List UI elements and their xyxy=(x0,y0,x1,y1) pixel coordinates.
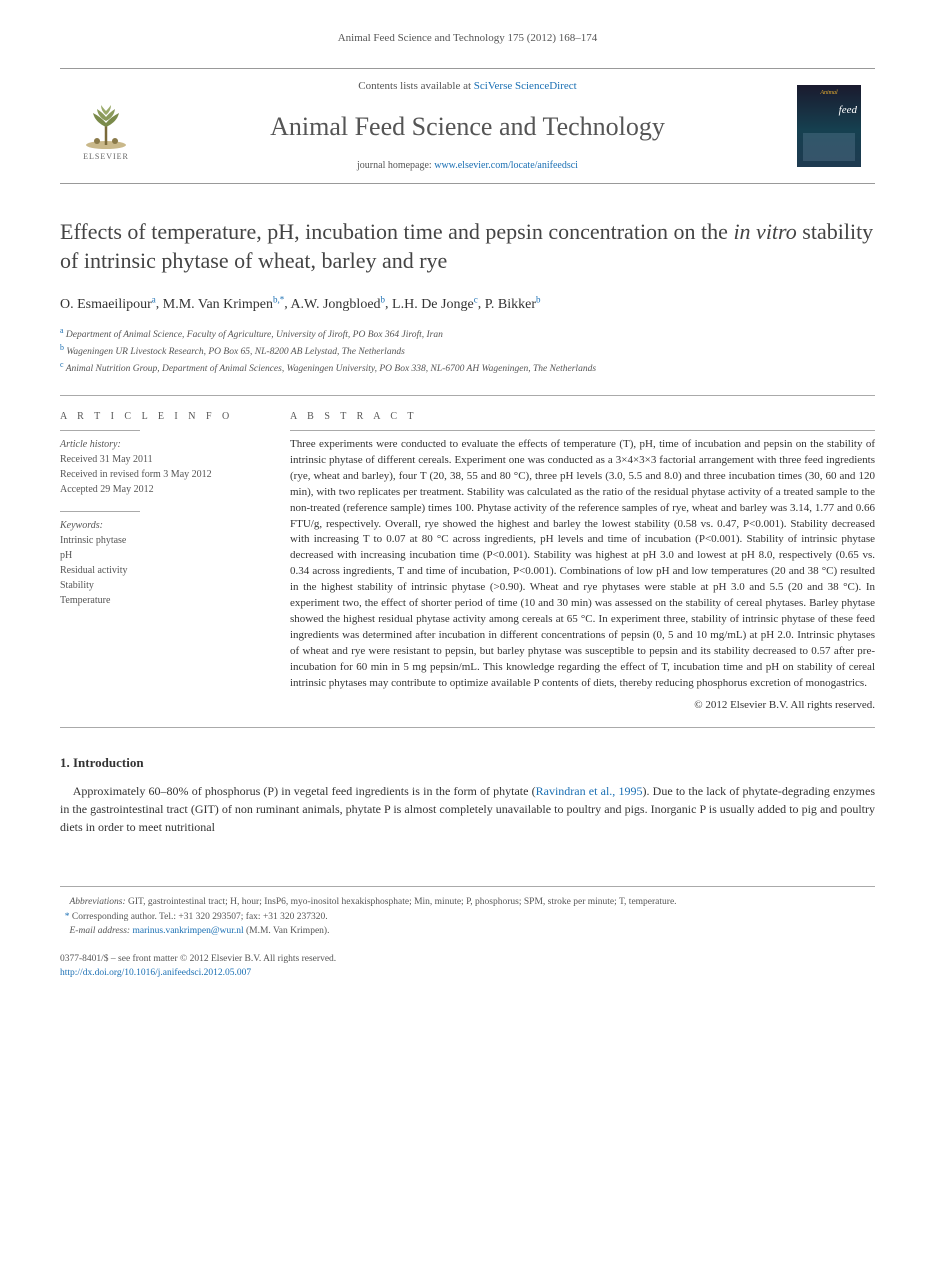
homepage-prefix: journal homepage: xyxy=(357,160,434,171)
email-line: E-mail address: marinus.vankrimpen@wur.n… xyxy=(60,924,875,938)
title-pre: Effects of temperature, pH, incubation t… xyxy=(60,219,733,244)
elsevier-logo: ELSEVIER xyxy=(74,90,138,162)
elsevier-tree-icon xyxy=(79,97,133,151)
article-history-block: Article history: Received 31 May 2011 Re… xyxy=(60,437,260,497)
divider xyxy=(290,430,875,431)
masthead-center: Contents lists available at SciVerse Sci… xyxy=(152,79,783,173)
citation-text: Animal Feed Science and Technology 175 (… xyxy=(338,32,598,44)
history-item: Received 31 May 2011 xyxy=(60,452,260,467)
keywords-label: Keywords: xyxy=(60,518,260,533)
intro-paragraph: Approximately 60–80% of phosphorus (P) i… xyxy=(60,782,875,836)
corresponding-author-line: * Corresponding author. Tel.: +31 320 29… xyxy=(60,910,875,924)
citation-link[interactable]: Ravindran et al., 1995 xyxy=(536,784,643,798)
keyword: Intrinsic phytase xyxy=(60,533,260,548)
article-title: Effects of temperature, pH, incubation t… xyxy=(60,218,875,275)
footnotes-block: Abbreviations: GIT, gastrointestinal tra… xyxy=(60,886,875,938)
cover-brand: Animal xyxy=(797,89,861,97)
contents-available-line: Contents lists available at SciVerse Sci… xyxy=(152,79,783,94)
doi-link[interactable]: http://dx.doi.org/10.1016/j.anifeedsci.2… xyxy=(60,966,875,980)
keyword: Residual activity xyxy=(60,563,260,578)
meta-abstract-row: A R T I C L E I N F O Article history: R… xyxy=(60,410,875,713)
divider xyxy=(60,430,140,431)
abbrev-label: Abbreviations: xyxy=(70,897,126,907)
intro-text-pre: Approximately 60–80% of phosphorus (P) i… xyxy=(73,784,536,798)
author: P. Bikkerb xyxy=(485,297,541,312)
article-info-heading: A R T I C L E I N F O xyxy=(60,410,260,424)
abbreviations-line: Abbreviations: GIT, gastrointestinal tra… xyxy=(60,895,875,909)
footer-block: 0377-8401/$ – see front matter © 2012 El… xyxy=(60,952,875,981)
star-icon: * xyxy=(65,912,70,922)
keyword: pH xyxy=(60,548,260,563)
history-label: Article history: xyxy=(60,437,260,452)
affiliation-list: a Department of Animal Science, Faculty … xyxy=(60,325,875,377)
divider xyxy=(60,395,875,396)
email-link[interactable]: marinus.vankrimpen@wur.nl xyxy=(132,926,243,936)
homepage-link[interactable]: www.elsevier.com/locate/anifeedsci xyxy=(434,160,578,171)
author: O. Esmaeilipoura xyxy=(60,297,156,312)
journal-cover-thumbnail: Animal feed xyxy=(797,85,861,167)
email-person: (M.M. Van Krimpen). xyxy=(244,926,330,936)
history-item: Accepted 29 May 2012 xyxy=(60,482,260,497)
abbrev-text: GIT, gastrointestinal tract; H, hour; In… xyxy=(126,897,677,907)
affiliation: a Department of Animal Science, Faculty … xyxy=(60,325,875,342)
article-info-column: A R T I C L E I N F O Article history: R… xyxy=(60,410,260,713)
keyword: Stability xyxy=(60,578,260,593)
journal-homepage-line: journal homepage: www.elsevier.com/locat… xyxy=(152,159,783,173)
keyword: Temperature xyxy=(60,593,260,608)
journal-title: Animal Feed Science and Technology xyxy=(152,109,783,145)
sciencedirect-link[interactable]: SciVerse ScienceDirect xyxy=(474,80,577,92)
corr-label: Corresponding author. Tel.: +31 320 2935… xyxy=(72,912,328,922)
copyright-line: © 2012 Elsevier B.V. All rights reserved… xyxy=(290,698,875,713)
affiliation: c Animal Nutrition Group, Department of … xyxy=(60,359,875,376)
elsevier-label: ELSEVIER xyxy=(83,151,129,162)
journal-masthead: ELSEVIER Contents lists available at Sci… xyxy=(60,68,875,184)
abstract-text: Three experiments were conducted to eval… xyxy=(290,437,875,692)
section-heading-introduction: 1. Introduction xyxy=(60,754,875,772)
author: M.M. Van Krimpenb,* xyxy=(163,297,284,312)
issn-line: 0377-8401/$ – see front matter © 2012 El… xyxy=(60,952,875,966)
author: L.H. De Jongec xyxy=(392,297,478,312)
contents-prefix: Contents lists available at xyxy=(358,80,473,92)
keywords-block: Keywords: Intrinsic phytase pH Residual … xyxy=(60,518,260,608)
cover-word: feed xyxy=(839,103,857,118)
affiliation: b Wageningen UR Livestock Research, PO B… xyxy=(60,342,875,359)
article-body: Effects of temperature, pH, incubation t… xyxy=(60,218,875,980)
author-list: O. Esmaeilipoura, M.M. Van Krimpenb,*, A… xyxy=(60,293,875,314)
abstract-heading: A B S T R A C T xyxy=(290,410,875,424)
history-item: Received in revised form 3 May 2012 xyxy=(60,467,260,482)
title-italic: in vitro xyxy=(733,219,796,244)
author: A.W. Jongbloedb xyxy=(290,297,385,312)
divider xyxy=(60,511,140,512)
abstract-column: A B S T R A C T Three experiments were c… xyxy=(290,410,875,713)
divider xyxy=(60,727,875,728)
running-head: Animal Feed Science and Technology 175 (… xyxy=(0,0,935,56)
email-label: E-mail address: xyxy=(70,926,131,936)
